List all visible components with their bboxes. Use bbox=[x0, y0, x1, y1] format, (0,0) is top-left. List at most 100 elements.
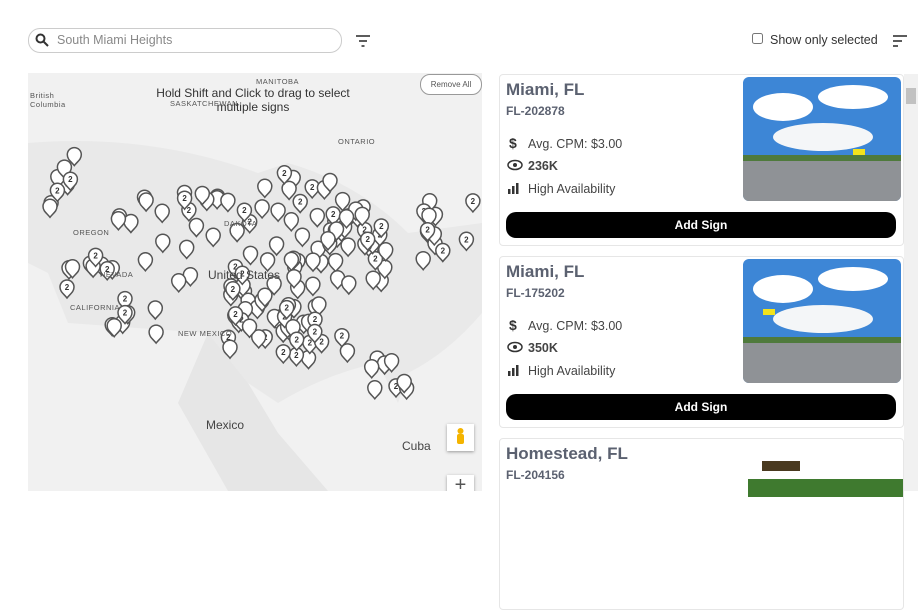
map-pin bbox=[194, 185, 211, 206]
map-pin: 2 bbox=[465, 193, 481, 214]
map-pin bbox=[66, 146, 83, 167]
cluster-count: 2 bbox=[226, 333, 231, 342]
map-pin bbox=[110, 211, 127, 232]
pin-shape bbox=[87, 247, 104, 268]
map-label: NEW MEXICO bbox=[178, 329, 233, 338]
pin-shape bbox=[307, 323, 323, 344]
cluster-count: 2 bbox=[242, 206, 247, 215]
search-icon bbox=[35, 33, 49, 47]
street-view-button[interactable] bbox=[447, 424, 474, 451]
map-pin: 2 bbox=[304, 179, 320, 200]
map-pin bbox=[327, 252, 344, 273]
listing-image bbox=[748, 457, 903, 581]
cluster-count: 2 bbox=[464, 235, 469, 244]
listing-image bbox=[743, 77, 901, 201]
cluster-count: 2 bbox=[239, 316, 244, 325]
pin-shape bbox=[49, 182, 66, 203]
cluster-count: 2 bbox=[365, 235, 370, 244]
pin-shape bbox=[278, 299, 295, 320]
cluster-count: 2 bbox=[298, 198, 303, 207]
map-pin: 2 bbox=[334, 327, 350, 348]
add-sign-button[interactable]: Add Sign bbox=[506, 394, 896, 420]
map-pin: 2 bbox=[278, 299, 295, 320]
cluster-count: 2 bbox=[319, 338, 324, 347]
pin-shape bbox=[276, 165, 293, 186]
pin-shape bbox=[354, 206, 370, 227]
pin-shape bbox=[66, 146, 83, 167]
pin-shape bbox=[465, 193, 481, 214]
map-pin: 2 bbox=[458, 231, 475, 252]
map-pin: 2 bbox=[435, 242, 451, 263]
map-pin bbox=[311, 296, 327, 317]
pin-shape bbox=[62, 171, 79, 192]
pin-shape bbox=[155, 233, 171, 254]
cluster-count: 2 bbox=[394, 382, 399, 391]
map-pin bbox=[222, 339, 238, 360]
map-pin bbox=[259, 252, 276, 273]
show-selected-checkbox[interactable] bbox=[752, 33, 763, 44]
map-pin: 2 bbox=[59, 279, 75, 300]
pin-shape bbox=[257, 287, 273, 308]
cluster-count: 2 bbox=[105, 265, 110, 274]
map-pin bbox=[154, 203, 170, 224]
map-pin bbox=[148, 324, 164, 345]
map-pin bbox=[170, 273, 187, 294]
map-pin bbox=[257, 287, 273, 308]
cluster-count: 2 bbox=[231, 285, 236, 294]
scroll-thumb bbox=[906, 88, 916, 104]
zoom-in-button[interactable]: + bbox=[447, 475, 474, 491]
cluster-count: 2 bbox=[282, 169, 287, 178]
pin-shape bbox=[205, 227, 221, 248]
remove-all-button[interactable]: Remove All bbox=[420, 74, 482, 95]
pin-shape bbox=[64, 259, 81, 280]
map-pin bbox=[377, 242, 394, 263]
pin-shape bbox=[170, 273, 187, 294]
show-selected-label: Show only selected bbox=[770, 33, 878, 47]
pin-shape bbox=[137, 252, 154, 273]
map-pin bbox=[138, 192, 154, 213]
pin-shape bbox=[259, 252, 276, 273]
listing-title: Miami, FL bbox=[506, 80, 585, 99]
cluster-count: 2 bbox=[313, 315, 318, 324]
listing-impressions: 236K bbox=[528, 159, 558, 173]
search-bar[interactable]: South Miami Heights bbox=[28, 28, 342, 53]
availability-icon bbox=[507, 363, 521, 381]
map-pin: 2 bbox=[367, 250, 384, 271]
svg-text:$: $ bbox=[509, 136, 517, 150]
listing-availability: High Availability bbox=[528, 182, 616, 196]
impressions-icon bbox=[507, 158, 523, 176]
map[interactable]: 2222222222222222222222222222222222222222… bbox=[28, 73, 482, 491]
cluster-count: 2 bbox=[68, 175, 73, 184]
listing-cpm: Avg. CPM: $3.00 bbox=[528, 137, 623, 151]
map-pin bbox=[383, 352, 400, 373]
pin-shape bbox=[304, 179, 320, 200]
map-pin bbox=[123, 213, 139, 234]
pin-shape bbox=[305, 252, 321, 273]
map-label: ONTARIO bbox=[338, 137, 376, 146]
map-pin bbox=[281, 180, 297, 201]
pin-shape bbox=[42, 198, 58, 219]
cluster-count: 2 bbox=[294, 335, 299, 344]
listing-availability: High Availability bbox=[528, 364, 616, 378]
cluster-count: 2 bbox=[425, 226, 430, 235]
map-pin bbox=[334, 191, 351, 212]
pin-shape bbox=[311, 296, 327, 317]
listing-id: FL-175202 bbox=[506, 286, 565, 300]
pin-shape bbox=[234, 265, 251, 286]
pin-shape bbox=[281, 180, 297, 201]
map-pin: 2 bbox=[234, 265, 251, 286]
map-label: CALIFORNIA bbox=[70, 303, 121, 312]
pin-shape bbox=[275, 344, 292, 365]
filter-icon[interactable] bbox=[356, 35, 370, 47]
pin-shape bbox=[254, 199, 270, 220]
map-label: British Columbia bbox=[30, 91, 66, 109]
sort-icon[interactable] bbox=[893, 35, 907, 47]
add-sign-button[interactable]: Add Sign bbox=[506, 212, 896, 238]
pin-shape bbox=[338, 209, 355, 230]
cluster-count: 2 bbox=[233, 310, 238, 319]
map-pin: 2 bbox=[99, 261, 115, 282]
pin-shape bbox=[220, 192, 236, 213]
map-pin: 2 bbox=[288, 331, 305, 352]
cpm-icon: $ bbox=[507, 317, 519, 337]
map-pin: 2 bbox=[275, 344, 292, 365]
